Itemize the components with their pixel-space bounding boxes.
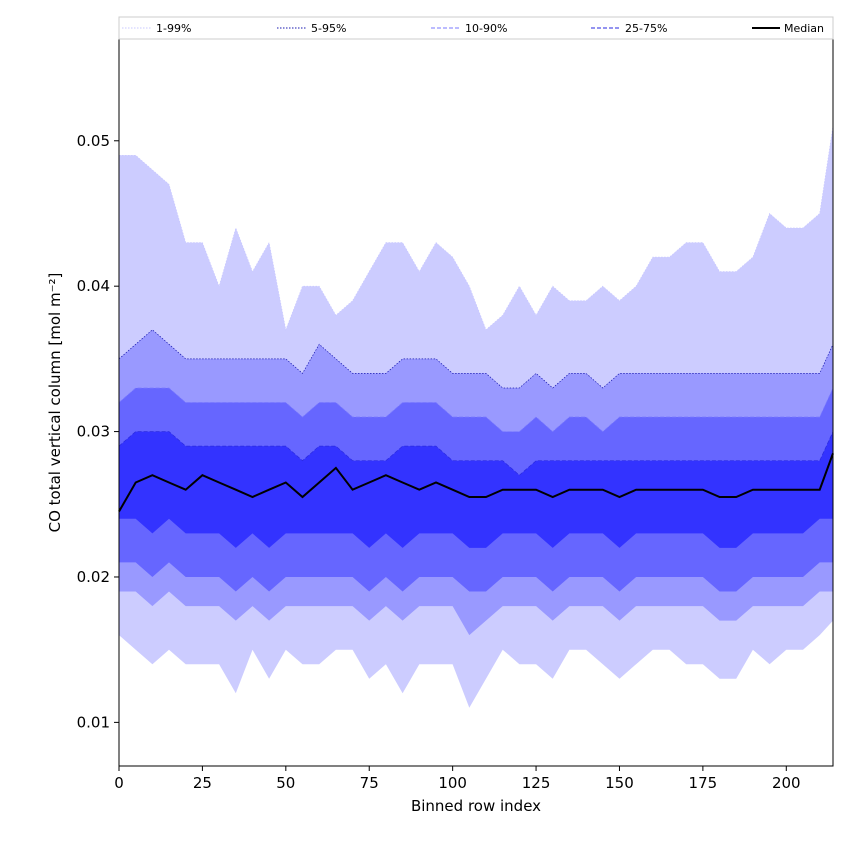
x-tick-label: 100 (438, 774, 467, 792)
y-axis: 0.01 0.02 0.03 0.04 0.05 (77, 132, 119, 731)
y-tick-label: 0.01 (77, 713, 110, 731)
legend-box (118, 16, 834, 40)
band-upper-line-25-75% (118, 431, 834, 476)
y-axis-label: CO total vertical column [mol m⁻²] (46, 273, 64, 533)
x-tick-label: 75 (360, 774, 379, 792)
legend-label: 1-99% (156, 22, 191, 35)
band-upper-line-10-90% (118, 387, 834, 433)
x-tick-label: 125 (522, 774, 551, 792)
y-tick-label: 0.04 (77, 277, 110, 295)
x-tick-label: 200 (772, 774, 801, 792)
median-layer (118, 453, 834, 512)
x-tick-label: 150 (605, 774, 634, 792)
legend-label: 5-95% (311, 22, 346, 35)
y-tick-label: 0.03 (77, 423, 110, 441)
y-tick-label: 0.05 (77, 132, 110, 150)
legend-label: 25-75% (625, 22, 667, 35)
x-tick-label: 25 (193, 774, 212, 792)
band-layer (118, 126, 834, 708)
band-25-75% (119, 431, 833, 548)
legend: 1-99% 5-95% 10-90% 25-75% Median (118, 16, 834, 40)
y-tick-label: 0.02 (77, 568, 110, 586)
x-tick-label: 0 (114, 774, 124, 792)
x-tick-label: 50 (276, 774, 295, 792)
band-upper-line-1-99% (119, 126, 834, 332)
band-upper-line-5-95% (118, 329, 834, 389)
x-axis-label: Binned row index (411, 797, 541, 815)
legend-label: Median (784, 22, 824, 35)
x-tick-label: 175 (689, 774, 718, 792)
median-line (118, 453, 834, 512)
x-axis: 0 25 50 75 100 125 150 175 200 (114, 766, 801, 792)
legend-label: 10-90% (465, 22, 507, 35)
